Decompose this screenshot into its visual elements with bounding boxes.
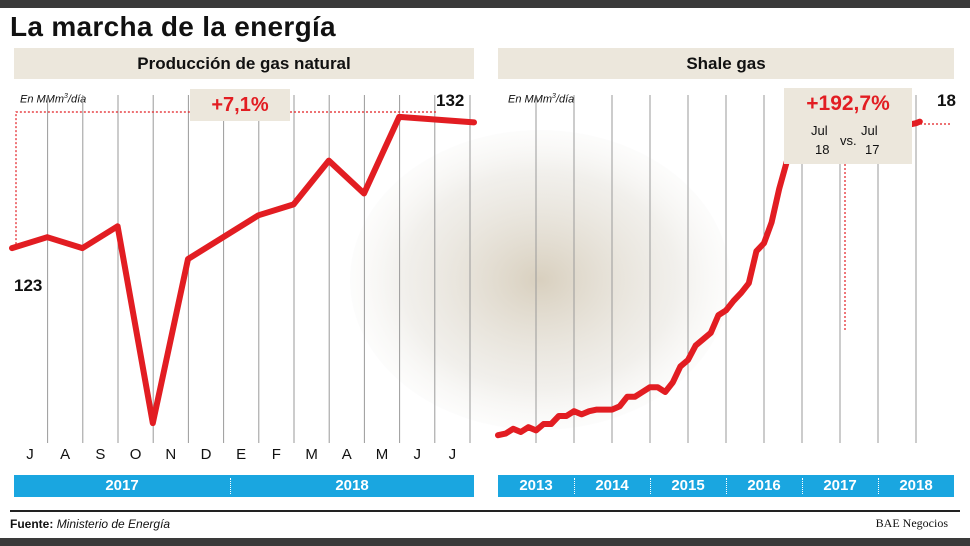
background-photo-fade: [350, 130, 730, 430]
year-label: 2013: [519, 477, 553, 494]
left-start-value: 123: [14, 276, 43, 295]
left-change-bracket: [15, 111, 190, 249]
year-label: 2015: [671, 477, 705, 494]
right-end-value: 18: [937, 91, 956, 110]
month-label: M: [375, 446, 389, 463]
left-unit-label: En MMm3/día: [20, 93, 87, 106]
right-panel-header: Shale gas: [498, 48, 954, 79]
month-label: S: [95, 446, 106, 463]
month-label: J: [413, 446, 421, 463]
year-separator: [878, 478, 879, 494]
top-border: [0, 0, 970, 8]
compare-a-month: Jul: [811, 123, 828, 138]
compare-a-year: 18: [815, 142, 830, 157]
right-change-callout: +192,7%: [784, 88, 912, 120]
left-panel-header: Producción de gas natural: [14, 48, 474, 79]
credit-label: BAE Negocios: [875, 516, 948, 530]
month-label: F: [271, 446, 281, 463]
page-title: La marcha de la energía: [10, 11, 336, 42]
year-separator: [726, 478, 727, 494]
bottom-border: [0, 538, 970, 546]
footer-rule: [10, 510, 960, 512]
year-separator: [650, 478, 651, 494]
compare-b-month: Jul: [861, 123, 878, 138]
year-label-2017: 2017: [105, 477, 139, 494]
year-separator: [802, 478, 803, 494]
month-label: A: [60, 446, 71, 463]
left-end-value: 132: [436, 91, 465, 110]
month-label: D: [200, 446, 212, 463]
source-note: Fuente: Ministerio de Energía: [10, 517, 171, 531]
year-label: 2014: [595, 477, 629, 494]
year-label-2018: 2018: [335, 477, 369, 494]
year-separator: [230, 478, 231, 494]
year-label: 2018: [899, 477, 933, 494]
month-label: M: [305, 446, 318, 463]
compare-box: [784, 118, 912, 164]
month-label: O: [129, 446, 142, 463]
compare-b-year: 17: [865, 142, 880, 157]
month-label: A: [341, 446, 352, 463]
year-label: 2017: [823, 477, 857, 494]
year-label: 2016: [747, 477, 781, 494]
compare-vs: vs.: [840, 133, 857, 148]
left-change-callout: +7,1%: [190, 89, 290, 121]
month-label: N: [165, 446, 177, 463]
left-year-bar: [14, 475, 474, 497]
month-label: J: [448, 446, 457, 463]
left-series-line: [9, 113, 477, 427]
right-unit-label: En MMm3/día: [508, 93, 575, 106]
month-label: J: [26, 446, 34, 463]
year-separator: [574, 478, 575, 494]
month-label: E: [236, 446, 247, 463]
